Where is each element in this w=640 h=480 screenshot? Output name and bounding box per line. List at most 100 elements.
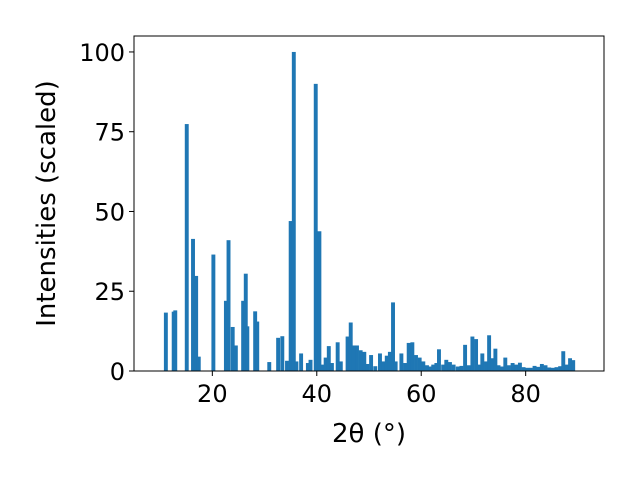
plot-frame xyxy=(133,35,605,372)
bar-series xyxy=(163,51,576,372)
bar xyxy=(381,361,386,371)
bar xyxy=(243,273,248,371)
bar xyxy=(517,362,522,371)
bar xyxy=(191,238,195,371)
bar xyxy=(539,363,544,371)
bar xyxy=(338,361,343,371)
bar xyxy=(403,363,407,371)
bar xyxy=(568,358,573,371)
bar xyxy=(414,355,418,371)
x-axis-label: 2θ (°) xyxy=(332,419,406,449)
bar xyxy=(410,342,415,371)
bar xyxy=(496,365,501,371)
y-axis-label: Intensities (scaled) xyxy=(32,80,62,327)
bar xyxy=(267,362,272,371)
bar xyxy=(474,339,479,371)
y-tick-label: 100 xyxy=(79,39,125,67)
bar xyxy=(230,326,235,371)
x-tick-label: 40 xyxy=(302,380,333,408)
bar xyxy=(369,355,374,371)
bar xyxy=(373,366,378,371)
bar xyxy=(417,357,422,371)
bar xyxy=(487,335,492,371)
bar xyxy=(320,364,325,371)
bar xyxy=(291,51,296,371)
bar xyxy=(447,362,452,371)
bar xyxy=(421,361,426,371)
bar xyxy=(428,366,433,371)
bar xyxy=(288,221,293,371)
bar xyxy=(484,361,488,371)
bar xyxy=(285,360,289,371)
bar xyxy=(299,353,304,371)
bar xyxy=(431,364,436,371)
bar xyxy=(503,357,508,371)
bar xyxy=(425,365,429,371)
bar xyxy=(532,365,537,371)
bar xyxy=(358,350,363,371)
bar xyxy=(543,365,548,371)
bar xyxy=(406,342,411,371)
bar xyxy=(223,300,228,371)
bar xyxy=(241,300,246,371)
bar xyxy=(351,345,356,371)
y-tick-label: 50 xyxy=(94,198,125,226)
bar xyxy=(528,367,533,371)
bar xyxy=(499,366,504,371)
bar xyxy=(245,326,250,371)
bar xyxy=(490,358,495,371)
y-tick-label: 75 xyxy=(94,119,125,147)
bar xyxy=(305,363,310,371)
y-tick-label: 0 xyxy=(110,358,125,386)
bar xyxy=(550,367,555,371)
bar xyxy=(355,345,359,371)
bar xyxy=(391,302,395,371)
bar xyxy=(459,365,464,371)
bar xyxy=(163,312,168,371)
bar xyxy=(294,361,299,371)
bar xyxy=(525,367,530,371)
bar xyxy=(399,353,404,371)
x-tick-label: 80 xyxy=(510,380,541,408)
bar xyxy=(211,254,216,371)
y-axis-ticks: 0 25 50 75 100 xyxy=(79,39,134,386)
bar xyxy=(348,322,353,371)
bar xyxy=(470,336,475,371)
bar xyxy=(194,275,199,371)
bar xyxy=(308,359,313,371)
bar xyxy=(280,336,285,371)
bar xyxy=(493,348,498,371)
bar xyxy=(378,353,382,371)
bar xyxy=(184,124,189,371)
bar xyxy=(561,351,566,371)
bar xyxy=(313,83,318,372)
bar xyxy=(317,231,322,371)
bar xyxy=(255,321,260,371)
bar xyxy=(226,240,231,371)
x-axis-ticks: 20 40 60 80 xyxy=(197,371,541,408)
bar xyxy=(387,351,392,371)
bar xyxy=(547,367,552,371)
bar xyxy=(329,363,334,371)
y-tick-label: 25 xyxy=(94,278,125,306)
bar xyxy=(437,349,441,371)
bar xyxy=(564,364,569,371)
bar xyxy=(384,355,389,371)
bar xyxy=(463,344,468,371)
bar xyxy=(362,351,367,371)
bar xyxy=(365,363,370,371)
bar xyxy=(571,360,576,371)
bar xyxy=(466,365,471,371)
bar xyxy=(444,359,449,371)
bar xyxy=(451,364,456,371)
bar xyxy=(393,361,398,371)
bar xyxy=(455,366,460,371)
bar xyxy=(521,367,526,371)
x-tick-label: 60 xyxy=(406,380,437,408)
bar xyxy=(441,364,446,371)
bar xyxy=(434,363,439,371)
bar xyxy=(276,337,281,371)
bar xyxy=(335,342,340,371)
bar xyxy=(536,366,541,371)
